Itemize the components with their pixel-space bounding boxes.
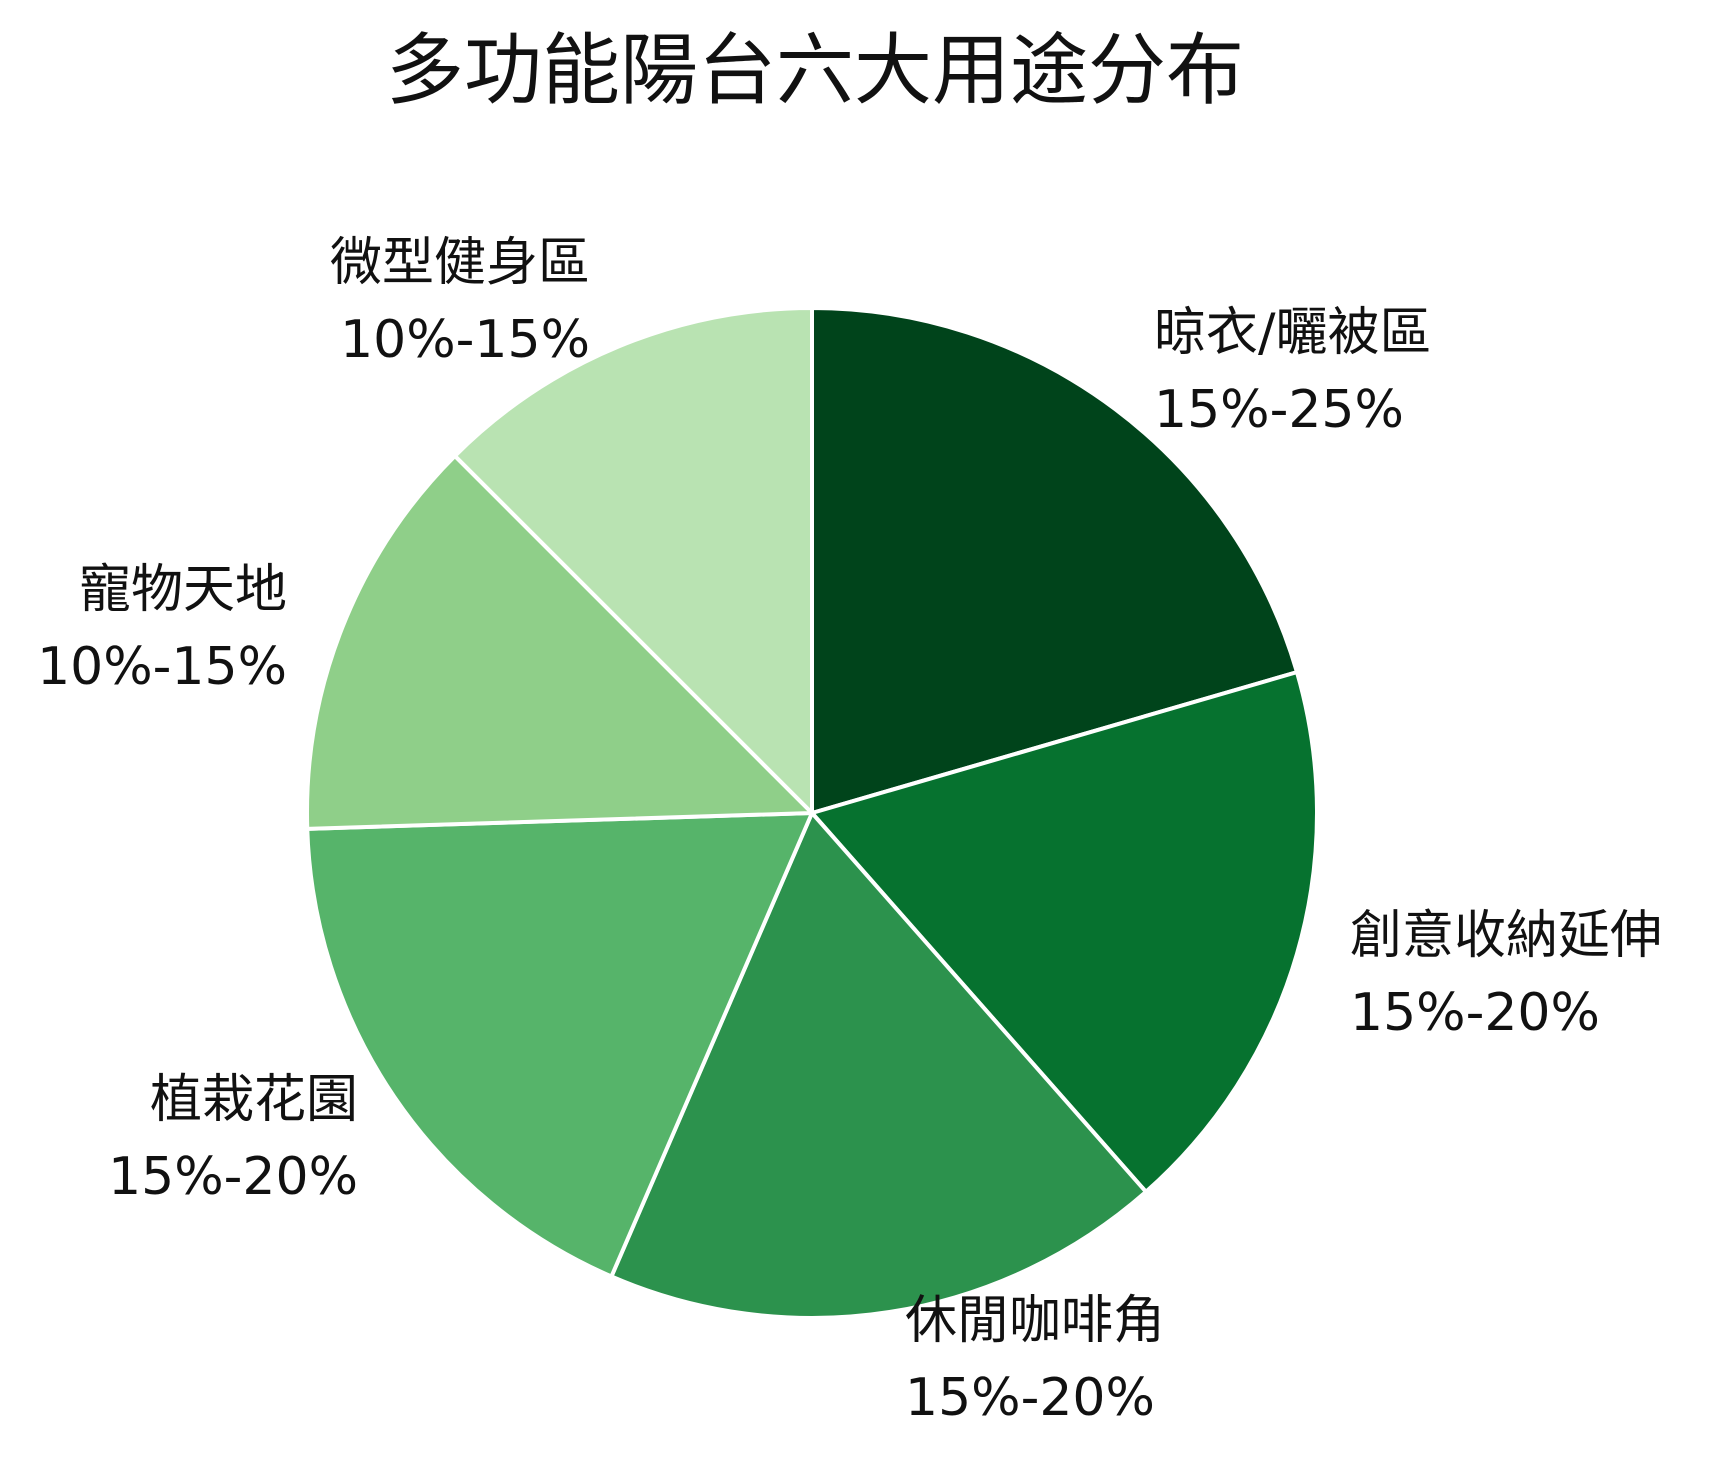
pie-slices: [305, 306, 1319, 1320]
slice-range-label-2: 15%-20%: [1350, 983, 1600, 1043]
slice-label-5: 寵物天地: [79, 560, 287, 620]
pie-slice-3: [609, 811, 1148, 1320]
slice-label-6: 微型健身區: [330, 233, 590, 293]
slice-label-2: 創意收納延伸: [1350, 906, 1662, 966]
slice-range-label-4: 15%-20%: [108, 1147, 358, 1207]
pie-slice-4: [305, 811, 814, 1279]
slice-labels: 晾衣/曬被區 15%-25% 創意收納延伸 15%-20% 休閒咖啡角 15%-20% 植栽…: [37, 233, 1662, 1428]
slice-range-label-3: 15%-20%: [905, 1368, 1155, 1428]
pie-slice-6: [452, 306, 814, 815]
slice-label-4: 植栽花園: [150, 1070, 358, 1130]
pie-slice-1: [810, 306, 1299, 815]
pie-slice-5: [305, 453, 814, 831]
slice-label-3: 休閒咖啡角: [905, 1291, 1165, 1351]
chart-title: 多功能陽台六大用途分布: [386, 26, 1244, 116]
slice-label-1: 晾衣/曬被區: [1154, 303, 1432, 363]
slice-range-label-1: 15%-25%: [1154, 380, 1404, 440]
pie-slice-2: [810, 670, 1319, 1194]
slice-range-label-5: 10%-15%: [37, 637, 287, 697]
slice-range-label-6: 10%-15%: [340, 310, 590, 370]
